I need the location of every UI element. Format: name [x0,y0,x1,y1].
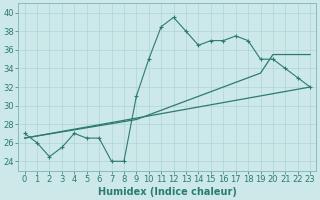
X-axis label: Humidex (Indice chaleur): Humidex (Indice chaleur) [98,187,237,197]
